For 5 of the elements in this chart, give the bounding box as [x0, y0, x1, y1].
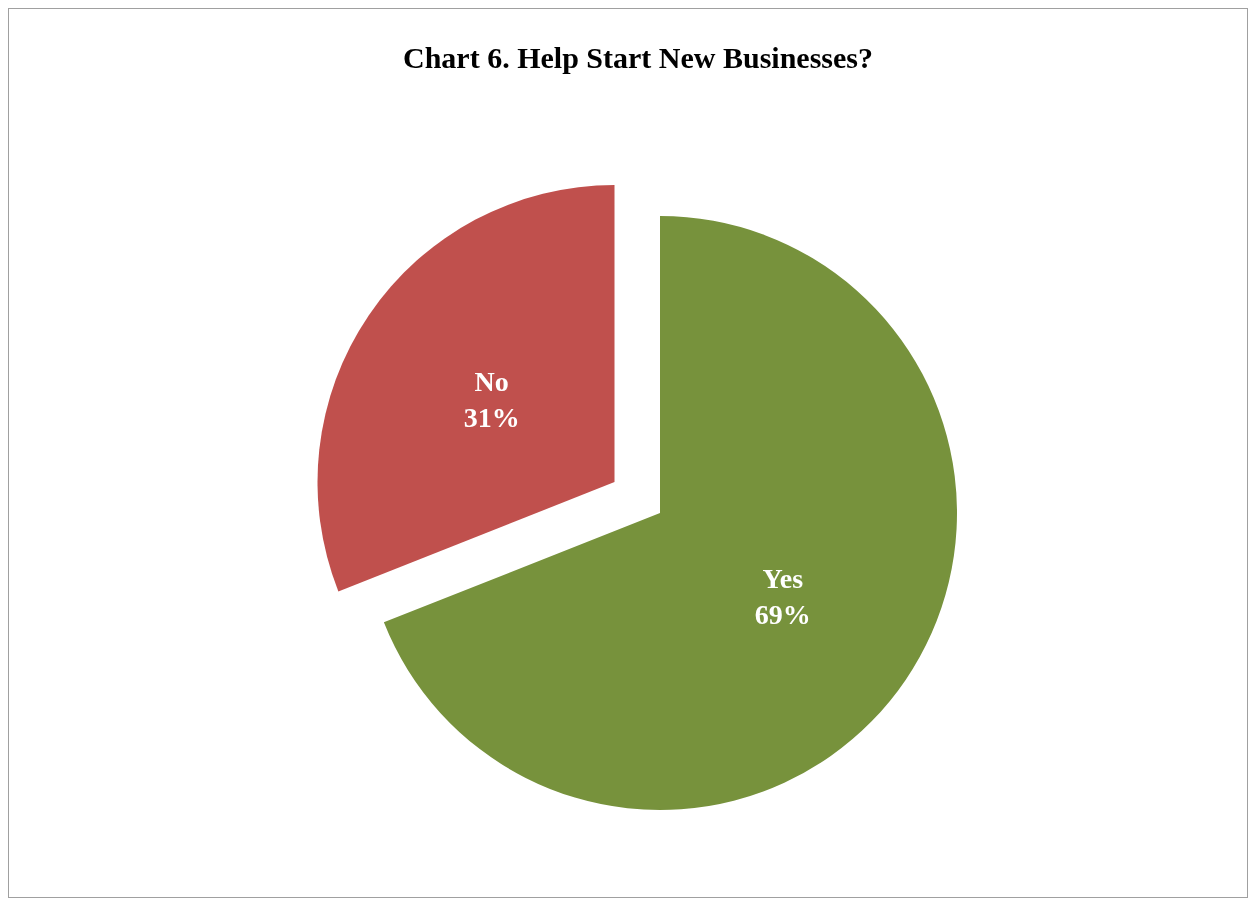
chart-title: Chart 6. Help Start New Businesses? [403, 41, 873, 74]
slice-label: No [474, 365, 509, 397]
slice-label: Yes [762, 563, 804, 595]
data-label: 69% [754, 599, 811, 631]
data-label: 31% [463, 401, 520, 433]
